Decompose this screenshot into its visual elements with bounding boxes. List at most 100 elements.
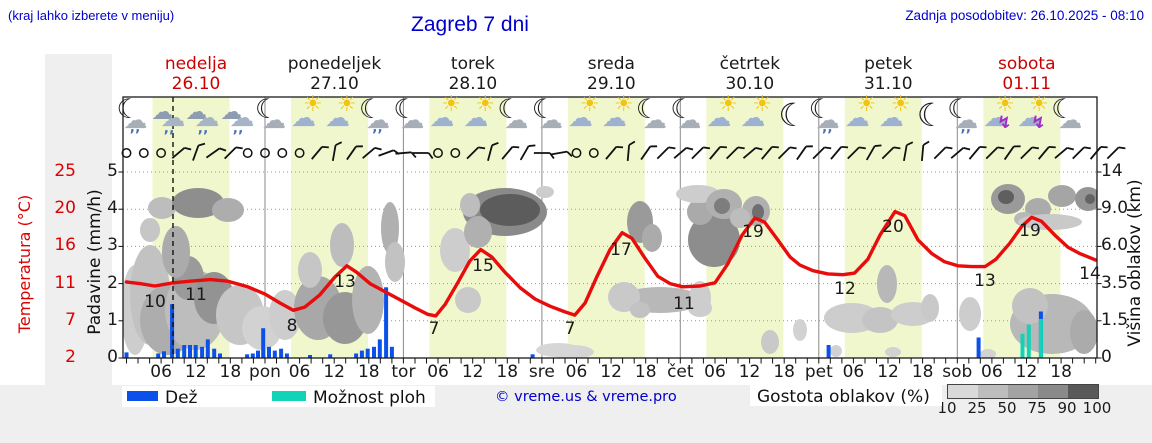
precip-tick-label: 3 [107,235,118,256]
calm-wind-icon [277,148,288,158]
rain-swatch [127,391,158,401]
wind-barb-icon [968,145,987,160]
wind-barb-icon [466,146,486,160]
rain-icon: ‚‚ [960,120,971,136]
weather-icon-sun-cloud-storm: ☀ ☁ ↯ [1016,94,1052,140]
wind-barb-icon [501,145,520,160]
moon-icon: ☾ [393,94,418,125]
density-tick-label: 25 [967,399,987,417]
wind-barb-icon [881,146,901,160]
wind-barb-icon [331,141,343,162]
moon-icon: ☾ [531,94,557,125]
cloud-icon: ☁ [815,106,840,134]
temp-value-label: 13 [974,271,996,291]
moon-icon: ☾ [916,96,946,134]
hour-tick-label: 12 [877,362,899,382]
moon-icon: ☾ [670,94,695,125]
wind-barb-icon [192,142,206,161]
temperature-tick-label: 7 [65,309,76,330]
wind-barb-icon [726,146,745,160]
showers-legend-label: Možnost ploh [313,388,426,408]
rain-legend-label: Dež [165,388,198,408]
hour-tick-label: 06 [842,362,865,382]
sun-icon: ☀ [441,92,462,117]
wind-barb-icon [605,145,624,160]
weather-icon-cloud-rain: ☁ ☁ ‚‚ [186,96,222,140]
weather-icon-sun-cloud: ☀ ☁ [601,94,637,140]
density-tick-label: 75 [1027,399,1047,417]
wind-barb-icon [362,146,382,159]
moon-icon: ☾ [497,94,522,125]
calm-wind-icon [433,148,443,158]
wind-barb-icon [985,146,1005,160]
cloud-icon: ☁ [400,106,425,134]
hour-tick-label: 12 [600,362,622,382]
weather-icon-sun-cloud: ☀ ☁ [324,94,360,140]
sun-icon: ☀ [579,92,600,117]
temp-value-label: 11 [673,294,695,314]
cloud-icon: ☁ [1017,103,1043,132]
moon-icon: ☾ [254,94,280,125]
cloud-icon: ☁ [194,103,220,132]
sun-icon: ☀ [995,92,1015,117]
calm-wind-icon [588,148,599,158]
wind-barb-icon [847,146,866,160]
hour-tick-label: 18 [773,362,795,382]
day-separators [264,97,958,358]
wind-barb-icon [796,145,813,161]
weather-icon-moon: ☾ [913,96,949,140]
menu-note: (kraj lahko izberete v meniju) [8,8,175,23]
cloud-density-scale [947,384,1099,399]
cloud-areas [123,184,1097,358]
calm-wind-icon [242,148,253,158]
wind-barb-icon [1106,146,1126,160]
density-tick-label: 50 [997,399,1017,417]
cloud-icon: ☁ [740,103,766,132]
wind-barb-icon [640,145,658,161]
cloud-height-tick-label: 14 [1101,161,1123,181]
showers-swatch [272,391,306,401]
density-scale-segment [1008,385,1038,398]
day-name: sreda [587,54,635,74]
wind-barb-icon [742,146,763,159]
wind-barb-icon [830,145,849,160]
wind-barb-icon [551,150,573,157]
weather-icon-cloud-rain: ☁ ☁ ‚‚ [221,96,257,140]
wind-barb-icon [1072,146,1091,160]
wind-barb-icon [346,145,363,161]
wind-barb-icon [1020,146,1040,160]
day-name: četrtek [719,54,781,74]
cloud-icon: ☁ [324,103,350,132]
moon-icon: ☾ [635,94,661,125]
calm-wind-icon [571,148,582,158]
weather-icon-sun-cloud: ☀ ☁ [878,94,914,140]
moon-icon: ☾ [1051,94,1076,125]
temperature-tick-label: 20 [54,198,76,219]
hour-tick-label: 18 [634,362,657,382]
moon-icon: ☾ [778,96,808,134]
hour-tick-label: 06 [704,362,726,382]
hour-tick-label: 18 [357,362,380,382]
plot-frame [122,96,1098,359]
rain-icon: ‚‚ [371,120,383,136]
copyright-link[interactable]: © vreme.us & vreme.pro [495,389,677,405]
wind-barb-icon [777,146,797,160]
cloud-height-tick-label: 1.5 [1101,309,1129,330]
wind-barb-icon [865,144,882,161]
wind-barb-icon [626,140,636,162]
wind-barb-icon [171,146,192,159]
day-date: 01.11 [1002,74,1052,94]
density-tick-label: 10 [937,399,957,417]
wind-barb-icon [1003,145,1021,161]
sun-icon: ☀ [475,92,496,117]
day-abbr-label: pet [804,362,833,382]
wind-barb-icon [812,146,832,160]
rain-icon: ‚‚ [197,121,209,137]
day-abbr-label: tor [391,362,416,382]
temperature-tick-label: 25 [54,161,76,181]
cloud-icon: ☁ [463,103,489,132]
cloud-density-box [750,384,942,406]
sun-icon: ☀ [752,92,773,117]
day-abbr-label: sob [942,362,973,382]
